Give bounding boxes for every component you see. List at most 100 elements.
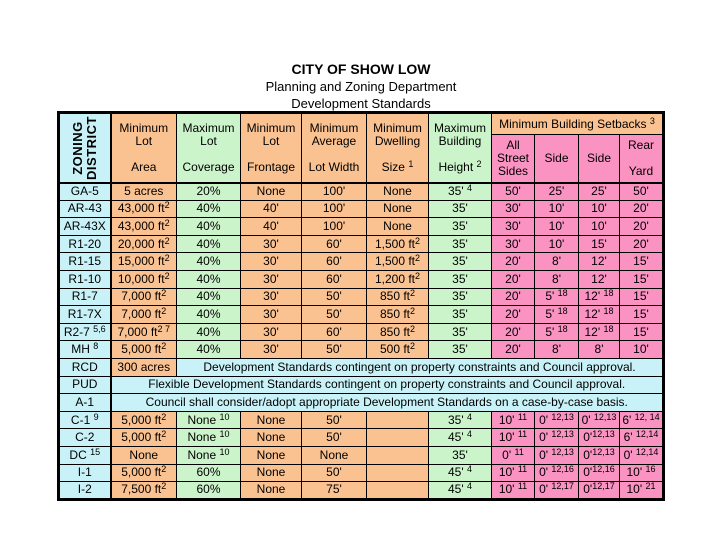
district-label: GA-5 [58, 182, 112, 201]
cell: 6' 12, 14 [619, 410, 664, 430]
cell: None [240, 428, 302, 447]
cell: 20' [491, 340, 535, 359]
cell: 100' [301, 217, 367, 236]
corner-zoning-district-header: ZONING DISTRICT [58, 112, 112, 183]
district-label: R1-20 [58, 234, 112, 254]
cell: 20' [619, 199, 664, 219]
table-row: C-1 9 5,000 ft2 None 10 None 50' 35' 4 10' 11 0… [58, 410, 664, 430]
cell: 10' 16 [619, 463, 664, 483]
cell: 35' [428, 199, 492, 219]
cell: 5,000 ft2 [110, 428, 177, 447]
cell [366, 463, 429, 483]
cell: 35' [428, 445, 492, 465]
cell: 45' 4 [428, 463, 492, 483]
district-label: AR-43X [58, 217, 112, 236]
cell: 40% [176, 217, 241, 236]
cell: 10' 11 [491, 410, 535, 430]
cell: 50' [301, 340, 367, 359]
col-header-min-avg-lot-width: Minimum Average Lot Width [301, 112, 367, 183]
page-title: CITY OF SHOW LOW [291, 61, 431, 77]
cell: 75' [301, 481, 367, 500]
cell: 50' [301, 305, 367, 324]
cell: 0' 12,16 [534, 463, 579, 483]
table-row: AR-43 43,000 ft2 40% 40' 100' None 35' 30' 10' 10… [58, 199, 664, 219]
cell: 850 ft2 [366, 305, 429, 324]
district-label: I-1 [58, 463, 112, 483]
cell: None [366, 199, 429, 219]
cell: 30' [240, 269, 302, 289]
table-row: C-2 5,000 ft2 None 10 None 50' 45' 4 10' 11 0' … [58, 428, 664, 447]
header-row-top: ZONING DISTRICT Minimum Lot Area Maximum… [58, 112, 664, 183]
cell: 40% [176, 234, 241, 254]
cell: 40% [176, 287, 241, 307]
cell: 15' [619, 322, 664, 342]
district-label: R1-10 [58, 269, 112, 289]
cell: 10' [578, 199, 620, 219]
cell: 7,500 ft2 [110, 481, 177, 500]
cell: 30' [240, 252, 302, 271]
district-label: R1-15 [58, 252, 112, 271]
cell: 7,000 ft2 [110, 287, 177, 307]
cell: 20' [619, 234, 664, 254]
cell: 30' [240, 340, 302, 359]
cell: 10' [534, 199, 579, 219]
cell: 850 ft2 [366, 322, 429, 342]
cell: None [240, 182, 302, 201]
col-header-side-2: Side [578, 134, 620, 183]
cell-min-lot-area: 300 acres [110, 357, 177, 377]
district-label: C-1 9 [58, 410, 112, 430]
cell: 0' 12,13 [534, 445, 579, 465]
cell: 0'12,16 [578, 463, 620, 483]
cell: 500 ft2 [366, 340, 429, 359]
cell: 30' [491, 199, 535, 219]
cell: 60' [301, 269, 367, 289]
cell: 50' [301, 428, 367, 447]
table-row: I-2 7,500 ft2 60% None 75' 45' 4 10' 11 0' 12,1… [58, 481, 664, 500]
col-header-rear-yard: Rear Yard [619, 134, 664, 183]
cell: 40% [176, 269, 241, 289]
cell: 35' [428, 287, 492, 307]
table-row: I-1 5,000 ft2 60% None 50' 45' 4 10' 11 0' 12,1… [58, 463, 664, 483]
cell: None [240, 463, 302, 483]
cell: 20' [619, 217, 664, 236]
cell: 15' [619, 287, 664, 307]
note-cell: Flexible Development Standards contingen… [110, 375, 664, 395]
district-label: C-2 [58, 428, 112, 447]
district-label: R1-7 [58, 287, 112, 307]
development-standards-table: ZONING DISTRICT Minimum Lot Area Maximum… [57, 111, 665, 501]
table-row: R1-7 7,000 ft2 40% 30' 50' 850 ft2 35' 20' 5' 18… [58, 287, 664, 307]
cell: 15' [619, 252, 664, 271]
cell: 35' [428, 305, 492, 324]
table-row: A-1 Council shall consider/adopt appropri… [58, 393, 664, 412]
cell: 5' 18 [534, 322, 579, 342]
col-header-max-building-height: Maximum Building Height 2 [428, 112, 492, 183]
cell: 5' 18 [534, 287, 579, 307]
cell: 40% [176, 199, 241, 219]
cell: 15' [619, 269, 664, 289]
cell: 45' 4 [428, 428, 492, 447]
cell: 10' 11 [491, 463, 535, 483]
cell: 50' [301, 287, 367, 307]
cell [366, 428, 429, 447]
cell: 60% [176, 463, 241, 483]
cell: 40% [176, 322, 241, 342]
table-row: DC 15 None None 10 None None 35' 0' 11 0' 12,13… [58, 445, 664, 465]
cell: 15' [578, 234, 620, 254]
cell: None [110, 445, 177, 465]
cell: 20' [491, 287, 535, 307]
col-header-min-dwelling-size: Minimum Dwelling Size 1 [366, 112, 429, 183]
cell: 35' [428, 234, 492, 254]
cell: 35' [428, 340, 492, 359]
cell: None 10 [176, 428, 241, 447]
cell: 1,500 ft2 [366, 252, 429, 271]
cell: 8' [534, 252, 579, 271]
cell: None 10 [176, 410, 241, 430]
subtitle-standards: Development Standards [291, 96, 431, 111]
cell: 10' 11 [491, 428, 535, 447]
cell: 20' [491, 305, 535, 324]
table-row: R1-10 10,000 ft2 40% 30' 60' 1,200 ft2 35' 20' 8… [58, 269, 664, 289]
note-cell: Council shall consider/adopt appropriate… [110, 393, 664, 412]
district-label: PUD [58, 375, 112, 395]
cell: 10' 11 [491, 481, 535, 500]
cell: 12' 18 [578, 305, 620, 324]
